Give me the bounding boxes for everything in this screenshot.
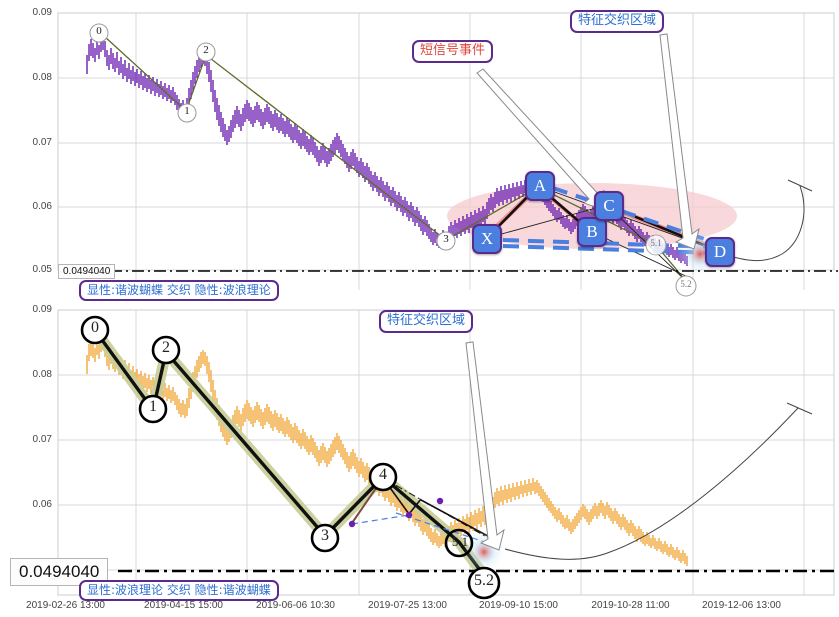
y-tick-label: 0.06 bbox=[32, 499, 52, 510]
wave-label-51-top: 5.1 bbox=[650, 238, 662, 248]
bottom-wave-circles bbox=[80, 315, 501, 600]
harmonic-point-c[interactable]: C bbox=[594, 191, 624, 221]
harmonic-point-b[interactable]: B bbox=[577, 217, 607, 247]
wave-label-2-top: 2 bbox=[203, 44, 209, 56]
support-price-tag-bottom: 0.0494040 bbox=[10, 558, 109, 586]
y-tick-label: 0.07 bbox=[32, 434, 52, 445]
wave-label-4-bottom: 4 bbox=[379, 466, 387, 483]
wave-label-52-top: 5.2 bbox=[680, 279, 692, 289]
bottom-wave-halo bbox=[92, 329, 491, 582]
x-tick-label: 2019-12-06 13:00 bbox=[702, 600, 781, 611]
y-tick-label: 0.08 bbox=[32, 72, 52, 83]
harmonic-point-a[interactable]: A bbox=[525, 171, 555, 201]
wave-label-51-bottom: 5.1 bbox=[451, 534, 469, 549]
support-price-tag-top: 0.0494040 bbox=[58, 264, 116, 279]
top-annotation-arrows bbox=[476, 33, 700, 250]
y-tick-label: 0.06 bbox=[32, 201, 52, 212]
x-tick-label: 2019-09-10 15:00 bbox=[479, 600, 558, 611]
wave-label-1-bottom: 1 bbox=[149, 398, 157, 415]
y-tick-label: 0.09 bbox=[32, 7, 52, 18]
x-tick-label: 2019-07-25 13:00 bbox=[368, 600, 447, 611]
annotation-signal-event: 短信号事件 bbox=[412, 40, 494, 63]
bottom-projection-curve bbox=[504, 407, 799, 560]
legend-top: 显性:谐波蝴蝶 交织 隐性:波浪理论 bbox=[79, 280, 279, 301]
wave-label-3-top: 3 bbox=[443, 233, 449, 245]
top-projection-curve bbox=[717, 185, 805, 262]
wave-label-3-bottom: 3 bbox=[321, 527, 329, 544]
y-tick-label: 0.09 bbox=[32, 304, 52, 315]
annotation-feature-zone-bottom: 特征交织区域 bbox=[379, 310, 474, 333]
wave-label-0-top: 0 bbox=[96, 25, 102, 37]
y-tick-label: 0.08 bbox=[32, 369, 52, 380]
bottom-annotation-arrow bbox=[465, 341, 505, 551]
x-tick-label: 2019-10-28 11:00 bbox=[591, 600, 670, 611]
y-tick-label: 0.07 bbox=[32, 137, 52, 148]
feature-zone-ellipse-top bbox=[447, 183, 737, 249]
y-tick-label: 0.05 bbox=[32, 264, 52, 275]
x-tick-label: 2019-02-26 13:00 bbox=[26, 600, 105, 611]
x-tick-label: 2019-06-06 10:30 bbox=[256, 600, 335, 611]
harmonic-point-x[interactable]: X bbox=[472, 224, 502, 254]
wave-label-1-top: 1 bbox=[184, 105, 190, 117]
harmonic-point-d[interactable]: D bbox=[705, 237, 735, 267]
x-tick-label: 2019-04-15 15:00 bbox=[144, 600, 223, 611]
legend-bottom: 显性:波浪理论 交织 隐性:谐波蝴蝶 bbox=[79, 580, 279, 601]
bottom-projection-tip bbox=[786, 402, 813, 415]
top-projection-tip bbox=[787, 179, 813, 192]
wave-label-2-bottom: 2 bbox=[162, 339, 170, 356]
wave-label-52-bottom: 5.2 bbox=[474, 572, 494, 589]
annotation-feature-zone-top: 特征交织区域 bbox=[570, 10, 665, 33]
bottom-elliott-wave-line bbox=[95, 332, 488, 580]
top-wave-circles bbox=[89, 23, 697, 297]
wave-label-0-bottom: 0 bbox=[91, 319, 99, 336]
